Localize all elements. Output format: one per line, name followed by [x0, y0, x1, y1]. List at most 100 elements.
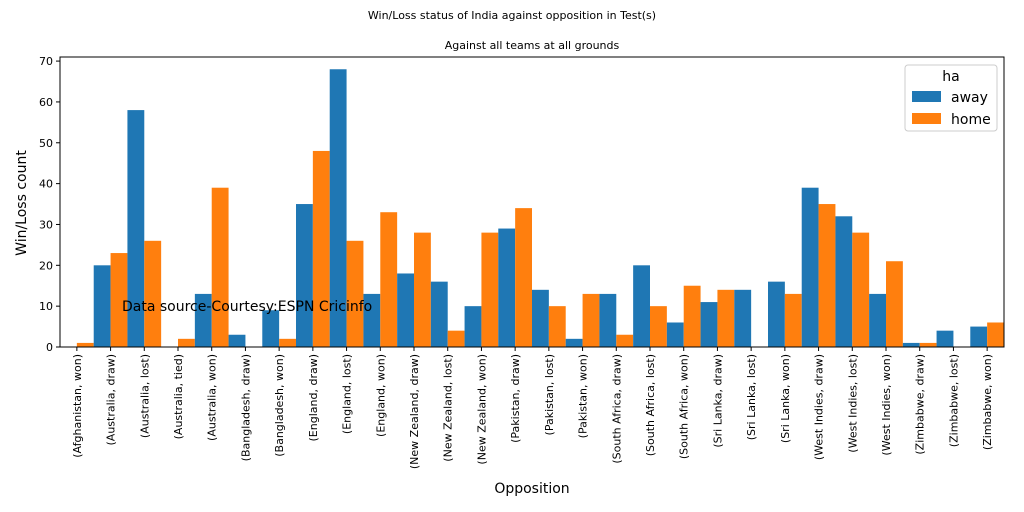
- bar-away-england-won: [363, 293, 381, 347]
- bar-away-sri-lanka-won: [768, 281, 785, 347]
- bar-home-pakistan-lost: [548, 306, 566, 347]
- bar-away-england-lost: [329, 69, 347, 347]
- x-tick-label-zimbabwe-won: (Zimbabwe, won): [981, 354, 994, 450]
- plot-frame: [59, 56, 1005, 348]
- x-tick-label-zimbabwe-draw: (Zimbabwe, draw): [914, 354, 927, 455]
- x-tick-label-sri-lanka-lost: (Sri Lanka, lost): [745, 354, 758, 440]
- bar-home-pakistan-won: [582, 293, 600, 347]
- bar-away-zimbabwe-draw: [902, 342, 920, 347]
- x-tick-label-west-indies-lost: (West Indies, lost): [846, 354, 859, 453]
- bar-away-pakistan-won: [565, 338, 583, 347]
- bars-group: [76, 69, 1004, 347]
- x-tick-label-pakistan-lost: (Pakistan, lost): [543, 354, 556, 435]
- x-tick-label-england-draw: (England, draw): [307, 354, 320, 441]
- y-tick-label-10: 10: [39, 300, 53, 313]
- y-tick-label-0: 0: [46, 341, 53, 354]
- bar-home-bangladesh-won: [279, 338, 296, 347]
- legend-label-home: home: [951, 112, 991, 128]
- data-source-annotation: Data source-Courtesy:ESPN Cricinfo: [122, 299, 372, 315]
- legend-title: ha: [942, 69, 959, 85]
- bar-home-australia-tied: [178, 338, 195, 347]
- x-tick-label-south-africa-lost: (South Africa, lost): [644, 354, 657, 456]
- bar-home-australia-lost: [144, 240, 162, 347]
- bar-home-afghanistan-won: [76, 342, 94, 347]
- bar-away-sri-lanka-draw: [700, 302, 718, 347]
- x-tick-label-west-indies-won: (West Indies, won): [880, 354, 893, 456]
- x-tick-label-australia-tied: (Australia, tied): [172, 354, 185, 439]
- x-tick-label-bangladesh-won: (Bangladesh, won): [273, 354, 286, 457]
- bar-away-pakistan-draw: [498, 228, 516, 347]
- y-tick-label-40: 40: [39, 178, 53, 191]
- bar-away-south-africa-draw: [599, 293, 617, 347]
- x-tick-label-australia-won: (Australia, won): [206, 354, 219, 441]
- bar-away-bangladesh-won: [262, 310, 280, 347]
- bar-home-south-africa-won: [683, 285, 701, 347]
- bar-away-new-zealand-won: [464, 306, 482, 347]
- bar-away-australia-won: [194, 293, 212, 347]
- y-axis-label: Win/Loss count: [14, 150, 30, 256]
- bar-home-pakistan-draw: [515, 208, 532, 347]
- y-tick-label-20: 20: [39, 259, 53, 272]
- x-tick-label-pakistan-won: (Pakistan, won): [577, 354, 590, 438]
- bar-home-england-lost: [346, 240, 364, 347]
- bar-away-bangladesh-draw: [228, 334, 246, 347]
- legend-swatch-away: [912, 91, 941, 102]
- bar-home-south-africa-lost: [650, 306, 667, 347]
- chart-subtitle: Against all teams at all grounds: [445, 39, 620, 52]
- x-tick-label-west-indies-draw: (West Indies, draw): [813, 354, 826, 460]
- x-tick-label-afghanistan-won: (Afghanistan, won): [71, 354, 84, 458]
- bar-home-australia-won: [211, 187, 229, 347]
- bar-home-england-draw: [312, 150, 330, 347]
- bar-away-new-zealand-lost: [430, 281, 448, 347]
- bar-away-west-indies-won: [869, 293, 886, 347]
- y-axis: 0 10 20 30 40 50 60 70: [39, 55, 60, 354]
- bar-away-south-africa-lost: [633, 265, 650, 347]
- bar-away-zimbabwe-lost: [936, 330, 954, 347]
- x-tick-label-south-africa-draw: (South Africa, draw): [610, 354, 623, 464]
- bar-home-sri-lanka-won: [784, 293, 802, 347]
- bar-home-england-won: [380, 212, 398, 347]
- x-tick-label-sri-lanka-won: (Sri Lanka, won): [779, 354, 792, 443]
- x-tick-label-new-zealand-draw: (New Zealand, draw): [408, 354, 421, 469]
- x-tick-label-south-africa-won: (South Africa, won): [678, 354, 691, 459]
- bar-home-west-indies-lost: [852, 232, 870, 347]
- x-tick-label-sri-lanka-draw: (Sri Lanka, draw): [711, 354, 724, 448]
- legend-swatch-home: [912, 113, 941, 124]
- bar-home-zimbabwe-won: [987, 322, 1004, 347]
- x-tick-label-new-zealand-won: (New Zealand, won): [475, 354, 488, 465]
- bar-home-south-africa-draw: [616, 334, 634, 347]
- x-tick-label-pakistan-draw: (Pakistan, draw): [509, 354, 522, 443]
- bar-away-west-indies-draw: [801, 187, 819, 347]
- bar-home-zimbabwe-draw: [919, 342, 937, 347]
- bar-away-australia-draw: [93, 265, 111, 347]
- bar-home-new-zealand-won: [481, 232, 499, 347]
- bar-away-west-indies-lost: [835, 216, 853, 347]
- legend-label-away: away: [951, 90, 988, 106]
- x-tick-label-australia-draw: (Australia, draw): [105, 354, 118, 445]
- x-tick-label-australia-lost: (Australia, lost): [138, 354, 151, 438]
- bar-away-england-draw: [296, 204, 313, 347]
- bar-home-west-indies-won: [886, 261, 903, 347]
- bar-away-pakistan-lost: [532, 289, 549, 347]
- bar-home-australia-draw: [110, 253, 128, 347]
- y-tick-label-50: 50: [39, 137, 53, 150]
- bar-away-zimbabwe-won: [970, 326, 988, 347]
- bar-home-sri-lanka-draw: [717, 289, 735, 347]
- x-axis: (Afghanistan, won) (Australia, draw) (Aust…: [71, 347, 994, 469]
- x-tick-label-england-won: (England, won): [374, 354, 387, 437]
- x-tick-label-england-lost: (England, lost): [341, 354, 354, 434]
- bar-away-australia-lost: [127, 110, 145, 347]
- y-tick-label-30: 30: [39, 218, 53, 231]
- legend: ha away home: [904, 64, 998, 132]
- x-tick-label-zimbabwe-lost: (Zimbabwe, lost): [947, 354, 960, 447]
- y-tick-label-70: 70: [39, 55, 53, 68]
- y-tick-label-60: 60: [39, 96, 53, 109]
- bar-away-new-zealand-draw: [397, 273, 414, 347]
- x-tick-label-bangladesh-draw: (Bangladesh, draw): [239, 354, 252, 461]
- bar-away-sri-lanka-lost: [734, 289, 752, 347]
- bar-home-new-zealand-draw: [414, 232, 431, 347]
- chart-title: Win/Loss status of India against opposit…: [368, 9, 656, 22]
- x-axis-label: Opposition: [494, 481, 569, 497]
- bar-away-south-africa-won: [666, 322, 684, 347]
